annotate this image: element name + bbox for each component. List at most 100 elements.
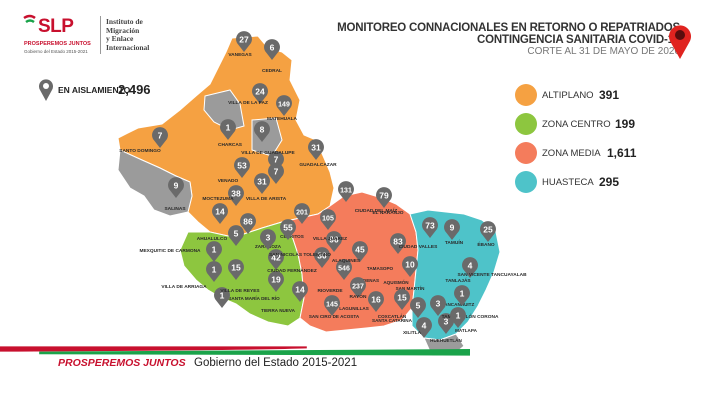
map-pin-icon — [39, 79, 53, 101]
map-pin-icon — [264, 39, 280, 60]
municipality-count: 19 — [271, 275, 281, 285]
footer-government: Gobierno del Estado 2015-2021 — [194, 357, 358, 369]
municipality-count: 9 — [174, 181, 179, 191]
footer-stripe — [0, 346, 470, 356]
municipality-pin: 105 CIUDAD DEL MAÍZ — [320, 206, 397, 230]
municipality-count: 1 — [212, 265, 217, 275]
map-pin-icon — [206, 241, 222, 262]
title-line1: MONITOREO CONNACIONALES EN RETORNO O REP… — [337, 22, 680, 34]
map-pin-icon — [212, 203, 228, 224]
legend-label: ALTIPLANO — [542, 90, 594, 101]
municipality-count: 7 — [274, 155, 279, 165]
municipality-count: 3 — [266, 233, 271, 243]
municipality-pin: 3 — [260, 229, 276, 250]
map-pin-icon — [320, 209, 336, 230]
municipality-pin: 45 — [352, 241, 368, 262]
municipality-count: 86 — [243, 217, 253, 227]
municipality-name: GUADALCAZAR — [299, 162, 337, 168]
map-pin-icon — [462, 257, 478, 278]
map-pin-icon — [260, 229, 276, 250]
region-no-data — [203, 89, 245, 131]
municipality-pin: 27 VANEGAS — [228, 31, 252, 58]
municipality-count: 90 — [329, 235, 339, 245]
legend-label: ZONA CENTRO — [542, 119, 611, 130]
place-label: LAGUNILLAS — [339, 306, 369, 311]
institute-logo: SLP PROSPEREMOS JUNTOS Gobierno del Esta… — [22, 14, 182, 66]
logo-subtagline: Gobierno del Estado 2015-2021 — [24, 49, 88, 54]
place-label: MATLAPA — [455, 328, 477, 333]
isolation-label: EN AISLAMIENTO — [58, 85, 131, 95]
municipality-name: VENADO — [218, 178, 239, 184]
municipality-count: 1 — [220, 291, 225, 301]
legend-value: 295 — [599, 175, 620, 189]
map-pin-icon — [294, 203, 310, 224]
slp-logo-icon — [23, 14, 36, 24]
municipality-count: 14 — [295, 285, 305, 295]
place-label: CÁRDENAS — [353, 277, 379, 283]
municipality-pin: 19 — [268, 271, 284, 292]
municipality-name: VILLA DE ARRIAGA — [161, 284, 207, 290]
municipality-pin: 79 EL NARANJO — [372, 187, 404, 216]
map-pin-icon — [402, 256, 418, 277]
municipality-name: SANTO DOMINGO — [119, 148, 161, 154]
municipality-name: VILLA JUÁREZ — [313, 235, 347, 242]
municipality-pin: 24 VILLA DE LA PAZ — [228, 83, 268, 106]
legend-value: 199 — [615, 117, 636, 131]
map-pin-icon — [280, 219, 296, 240]
map-pin-icon — [206, 261, 222, 282]
map-pin-icon — [214, 287, 230, 308]
municipality-name: MATEHUALA — [267, 116, 298, 122]
logo-divider — [100, 16, 101, 54]
municipality-pin: 201 — [294, 203, 310, 224]
map-pin-icon — [350, 277, 366, 298]
municipality-count: 1 — [226, 123, 231, 133]
place-label: SANTA MARÍA DEL RÍO — [228, 294, 280, 301]
municipality-name: CIUDAD DEL MAÍZ — [355, 206, 398, 214]
municipality-count: 5 — [416, 301, 421, 311]
municipality-count: 145 — [326, 302, 338, 309]
map-pin-icon — [444, 219, 460, 240]
map-pin-icon — [421, 217, 438, 238]
legend-altiplano: ALTIPLANO 391 — [515, 84, 665, 106]
place-label: SAN CIRO DE ACOSTA — [309, 314, 360, 319]
municipality-pin: 15 — [228, 259, 244, 280]
municipality-count: 53 — [237, 161, 247, 171]
municipality-pin: 5 AHUALULCO — [197, 225, 244, 246]
municipality-name: RIOVERDE — [317, 288, 343, 294]
legend-label: ZONA MEDIA — [542, 148, 601, 159]
map-pin-icon — [450, 307, 467, 328]
municipality-name: MEXQUITIC DE CARMONA — [139, 248, 201, 254]
map-pin-icon — [228, 225, 244, 246]
municipality-name: ÉBANO — [477, 240, 495, 248]
municipality-pin: 55 — [280, 219, 296, 240]
municipality-name: CIUDAD VALLES — [399, 244, 438, 250]
municipality-count: 4 — [468, 261, 473, 271]
map-pin-icon — [394, 289, 410, 310]
municipality-count: 38 — [231, 189, 241, 199]
municipality-name: CEDRAL — [262, 68, 282, 74]
map-pin-icon — [335, 259, 352, 280]
municipality-name: RAYÓN — [350, 292, 367, 300]
title-date: CORTE AL 31 DE MAYO DE 2020 — [527, 46, 680, 57]
place-label: SAN MARTÍN — [396, 284, 426, 291]
legend-value: 1,611 — [607, 146, 637, 160]
municipality-pin: 15 — [394, 289, 410, 310]
map-pin-icon — [235, 31, 252, 52]
map-pin-icon — [240, 213, 256, 234]
municipality-name: TANLAJÁS — [445, 277, 471, 284]
place-label: AQUISMÓN — [383, 278, 409, 285]
municipality-count: 83 — [393, 237, 403, 247]
municipality-count: 546 — [338, 266, 350, 273]
municipality-count: 149 — [278, 102, 290, 109]
map-pin-icon — [292, 281, 308, 302]
municipality-count: 79 — [379, 191, 389, 201]
municipality-count: 1 — [456, 311, 461, 321]
map-pin-icon — [228, 185, 244, 206]
municipality-count: 237 — [352, 284, 364, 291]
municipality-count: 9 — [450, 223, 455, 233]
municipality-count: 1 — [460, 289, 465, 299]
legend-swatch — [515, 171, 537, 193]
